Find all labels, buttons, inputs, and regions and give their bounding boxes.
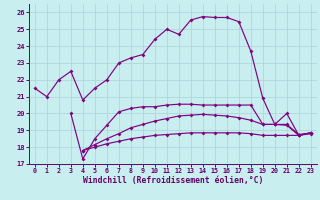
X-axis label: Windchill (Refroidissement éolien,°C): Windchill (Refroidissement éolien,°C) (83, 176, 263, 185)
